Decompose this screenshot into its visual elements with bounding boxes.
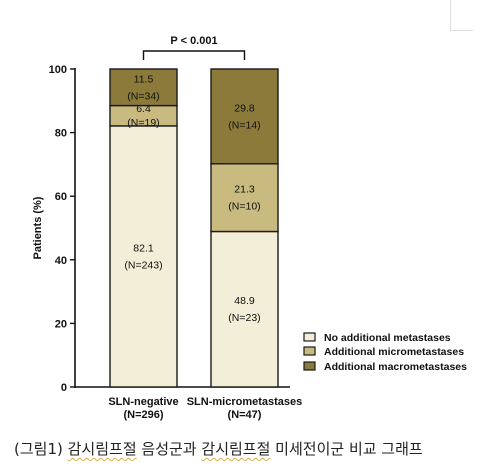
data-label-n: (N=10)	[228, 201, 260, 213]
legend-label: Additional micrometastases	[324, 346, 464, 358]
x-category-label: SLN-negative	[108, 396, 178, 408]
y-tick-label: 20	[55, 318, 67, 330]
legend-label: Additional macrometastases	[324, 361, 467, 373]
data-label-value: 29.8	[234, 102, 255, 114]
significance-bracket	[142, 50, 246, 60]
x-category-n: (N=296)	[123, 409, 163, 421]
data-label-n: (N=243)	[124, 259, 162, 271]
bar-segment	[210, 163, 279, 233]
figure-caption: (그림1) 감시림프절 음성군과 감시림프절 미세전이군 비교 그래프	[14, 438, 423, 459]
caption-part3: 감시림프절	[201, 440, 271, 458]
data-label-n: (N=19)	[127, 117, 159, 129]
y-tick-label: 60	[55, 191, 67, 203]
legend-swatch	[303, 346, 316, 356]
caption-part4: 미세전이군 비교 그래프	[270, 440, 423, 458]
data-label-value: 48.9	[234, 295, 255, 307]
caption-prefix: (그림1)	[14, 440, 68, 458]
caption-part2: 음성군과	[136, 440, 202, 458]
legend-swatch	[303, 332, 316, 342]
data-label-value: 11.5	[134, 73, 154, 85]
y-tick-label: 80	[55, 128, 67, 140]
data-label-n: (N=23)	[228, 312, 260, 324]
significance-label: P < 0.001	[170, 35, 217, 47]
legend-label: No additional metastases	[324, 332, 451, 344]
y-tick-label: 0	[61, 382, 67, 394]
data-label-value: 82.1	[133, 242, 154, 254]
bar-segment	[109, 125, 178, 388]
corner-decoration	[450, 0, 473, 31]
x-category-label: SLN-micrometastases	[187, 396, 303, 408]
caption-part1: 감시림프절	[67, 440, 137, 458]
legend-swatch	[303, 361, 316, 371]
y-tick-label: 100	[49, 64, 67, 76]
x-category-n: (N=47)	[228, 409, 262, 421]
y-axis-label: Patients (%)	[32, 196, 44, 259]
stacked-bar-chart: Patients (%)02040608010082.1(N=243)6.4(N…	[32, 35, 467, 421]
bar-segment	[210, 68, 279, 165]
bar-segment	[109, 68, 178, 107]
data-label-value: 21.3	[234, 184, 255, 196]
bar-segment	[210, 230, 279, 388]
y-tick-label: 40	[55, 255, 67, 267]
data-label-n: (N=34)	[127, 90, 159, 102]
data-label-n: (N=14)	[228, 119, 260, 131]
